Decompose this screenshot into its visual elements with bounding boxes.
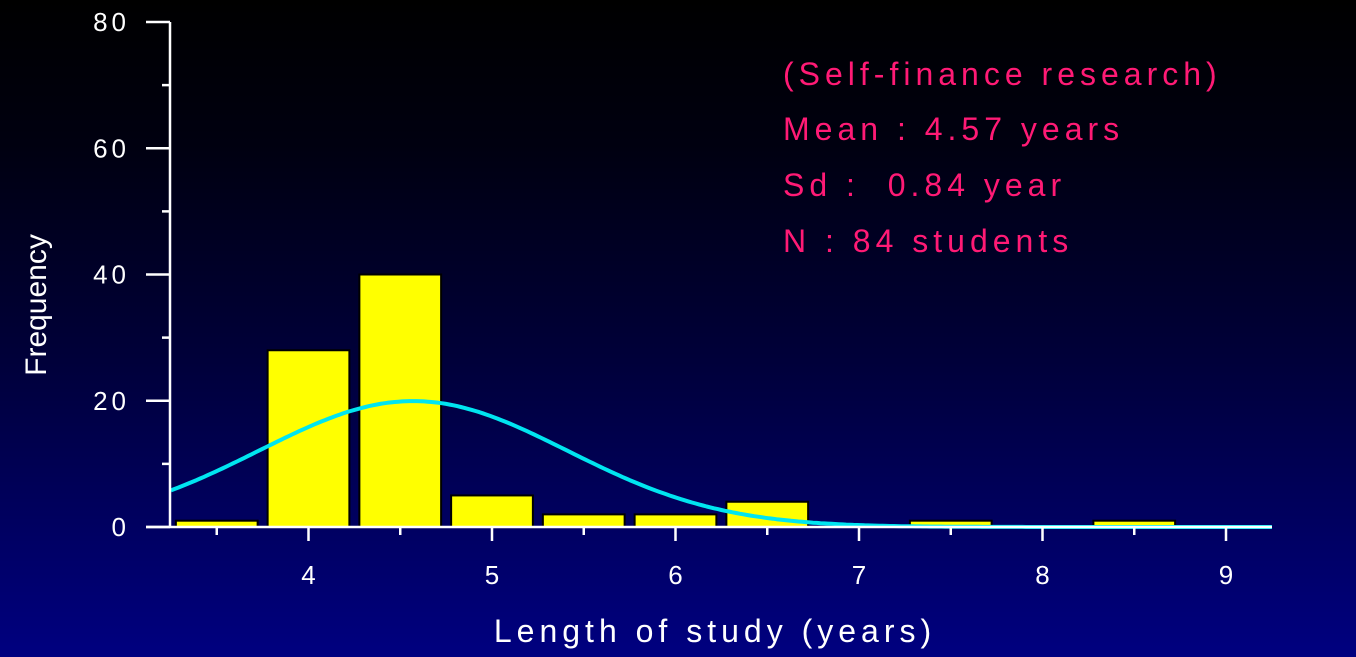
annotation-line-4: N : 84 students xyxy=(783,223,1073,259)
x-axis-title: Length of study (years) xyxy=(494,613,936,649)
annotation-line-2: Mean : 4.57 years xyxy=(783,111,1124,147)
tick-labels-layer: 0 20 40 60 80 4 5 6 7 8 9 xyxy=(93,7,1237,590)
bars-layer xyxy=(174,273,1177,528)
annotation-line-1: (Self-finance research) xyxy=(783,56,1222,92)
x-tick-label-5: 5 xyxy=(485,560,503,590)
y-tick-label-80: 80 xyxy=(93,7,130,37)
annotation-line-3: Sd : 0.84 year xyxy=(783,167,1066,203)
annotation-block: (Self-finance research) Mean : 4.57 year… xyxy=(783,56,1222,259)
y-tick-label-0: 0 xyxy=(112,512,130,542)
y-axis-title: Frequency xyxy=(20,234,53,376)
bar-5 xyxy=(633,513,718,528)
y-tick-label-20: 20 xyxy=(93,386,130,416)
x-tick-label-6: 6 xyxy=(668,560,686,590)
y-tick-label-40: 40 xyxy=(93,260,130,290)
x-tick-label-8: 8 xyxy=(1035,560,1053,590)
bar-4 xyxy=(541,513,626,528)
bar-3 xyxy=(450,494,534,528)
axes-layer xyxy=(146,20,1272,541)
x-tick-label-4: 4 xyxy=(301,560,319,590)
x-tick-label-7: 7 xyxy=(852,560,870,590)
x-tick-label-9: 9 xyxy=(1219,560,1237,590)
y-tick-label-60: 60 xyxy=(93,133,130,163)
